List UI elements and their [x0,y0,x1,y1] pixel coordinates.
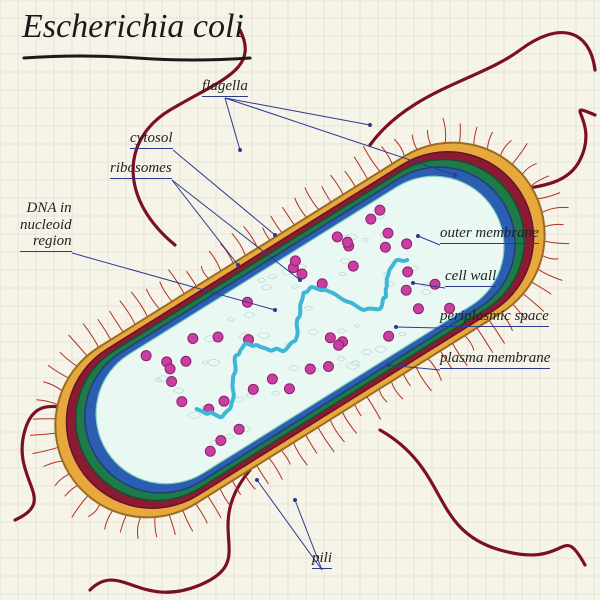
title-underline [22,54,252,62]
label-plasma_membrane: plasma membrane [440,350,550,369]
label-pili: pili [312,550,332,569]
cell-layers [55,143,544,518]
label-flagella: flagella [202,78,248,97]
label-dna: DNA in nucleoid region [20,200,72,252]
diagram-title: Escherichia coli [22,8,244,46]
ecoli-diagram [0,0,600,600]
label-cytosol: cytosol [130,130,173,149]
label-outer_membrane: outer membrane [440,225,539,244]
label-periplasmic_space: periplasmic space [440,308,549,327]
label-ribosomes: ribosomes [110,160,172,179]
label-cell_wall: cell wall [445,268,496,287]
